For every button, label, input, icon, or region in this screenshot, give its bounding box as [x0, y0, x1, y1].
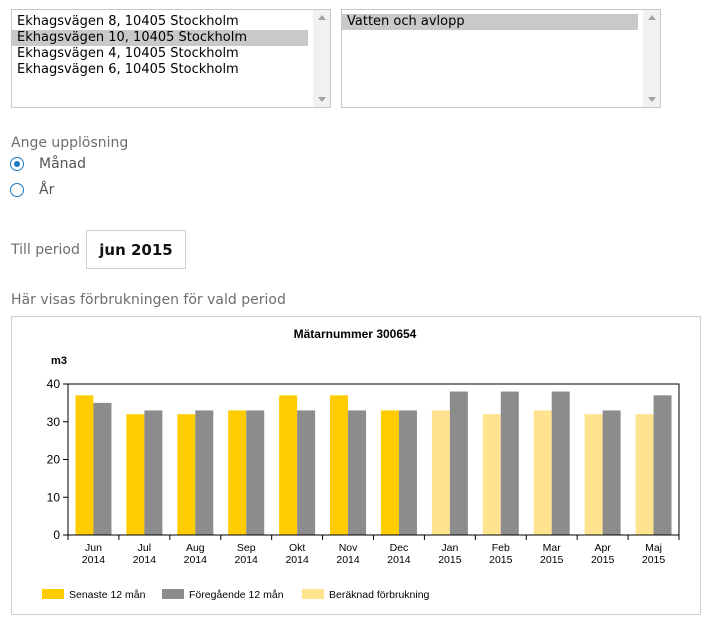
x-tick-label-year: 2015	[591, 554, 615, 566]
bar-latest	[330, 395, 349, 535]
resolution-label: Ange upplösning	[11, 135, 129, 151]
period-label: Till period	[11, 242, 80, 258]
address-option[interactable]: Ekhagsvägen 10, 10405 Stockholm	[12, 30, 308, 46]
y-tick-label: 40	[47, 377, 61, 391]
legend-label: Föregående 12 mån	[189, 589, 284, 601]
x-tick-label-year: 2015	[642, 554, 666, 566]
y-tick-label: 30	[47, 415, 61, 429]
chart-title: Mätarnummer 300654	[294, 327, 417, 341]
bar-previous	[144, 410, 163, 535]
bar-previous	[348, 410, 367, 535]
x-tick-label-month: Nov	[339, 542, 358, 554]
x-tick-label-year: 2015	[438, 554, 462, 566]
bar-previous	[195, 410, 214, 535]
bar-estimated	[482, 414, 501, 535]
scroll-down-icon[interactable]	[318, 97, 326, 102]
service-listbox[interactable]: Vatten och avlopp	[341, 9, 661, 108]
service-option[interactable]: Vatten och avlopp	[342, 14, 638, 30]
y-axis-label: m3	[51, 355, 67, 367]
address-option[interactable]: Ekhagsvägen 4, 10405 Stockholm	[17, 46, 239, 61]
chart-panel: Mätarnummer 300654 m3 0 10 20 30 40 Jun 2014 J…	[11, 316, 701, 615]
bar-estimated	[533, 410, 552, 535]
radio-month-label: Månad	[39, 156, 86, 172]
x-tick-label-year: 2014	[336, 554, 360, 566]
radio-month-button[interactable]	[10, 157, 24, 171]
x-tick-label-year: 2015	[489, 554, 513, 566]
service-scrollbar[interactable]	[643, 10, 660, 107]
bar-previous	[551, 391, 570, 535]
bar-previous	[653, 395, 672, 535]
bar-latest	[228, 410, 247, 535]
bar-latest	[177, 414, 196, 535]
y-tick-label: 0	[53, 528, 60, 542]
address-scrollbar[interactable]	[313, 10, 330, 107]
scroll-down-icon[interactable]	[648, 97, 656, 102]
x-tick-label-month: Jan	[441, 542, 458, 554]
bar-previous	[602, 410, 621, 535]
x-tick-label-year: 2014	[235, 554, 259, 566]
bar-previous	[297, 410, 316, 535]
radio-year[interactable]: År	[10, 182, 54, 198]
x-tick-label-year: 2015	[540, 554, 564, 566]
bar-previous	[500, 391, 519, 535]
scroll-up-icon[interactable]	[648, 15, 656, 20]
radio-year-label: År	[39, 182, 55, 198]
x-tick-label-month: Feb	[492, 542, 510, 554]
x-tick-label-month: Jul	[138, 542, 151, 554]
address-listbox[interactable]: Ekhagsvägen 8, 10405 Stockholm Ekhagsväge…	[11, 9, 331, 108]
radio-year-button[interactable]	[10, 183, 24, 197]
legend-swatch	[162, 589, 184, 599]
x-tick-label-year: 2014	[387, 554, 411, 566]
bar-latest	[75, 395, 94, 535]
x-tick-label-month: Dec	[390, 542, 409, 554]
bar-latest	[380, 410, 399, 535]
legend-swatch	[302, 589, 324, 599]
x-tick-label-year: 2014	[133, 554, 157, 566]
legend-swatch	[42, 589, 64, 599]
legend-label: Senaste 12 mån	[69, 589, 146, 601]
consumption-caption: Här visas förbrukningen för vald period	[11, 292, 286, 308]
x-tick-label-month: Mar	[543, 542, 562, 554]
x-tick-label-year: 2014	[285, 554, 309, 566]
address-option[interactable]: Ekhagsvägen 8, 10405 Stockholm	[17, 14, 239, 29]
bar-previous	[398, 410, 417, 535]
x-tick-label-year: 2014	[184, 554, 208, 566]
bar-previous	[246, 410, 265, 535]
legend-label: Beräknad förbrukning	[329, 589, 430, 601]
bar-previous	[93, 402, 112, 535]
x-tick-label-month: Sep	[237, 542, 256, 554]
bar-estimated	[635, 414, 654, 535]
bar-latest	[126, 414, 145, 535]
bar-estimated	[431, 410, 450, 535]
y-tick-label: 20	[47, 453, 61, 467]
radio-month[interactable]: Månad	[10, 156, 86, 172]
address-option[interactable]: Ekhagsvägen 6, 10405 Stockholm	[17, 62, 239, 77]
x-tick-label-month: Apr	[594, 542, 611, 554]
bar-previous	[449, 391, 468, 535]
period-field[interactable]: jun 2015	[86, 230, 186, 269]
x-tick-label-year: 2014	[82, 554, 106, 566]
x-tick-label-month: Aug	[186, 542, 205, 554]
y-tick-label: 10	[47, 490, 61, 504]
x-tick-label-month: Maj	[645, 542, 662, 554]
x-tick-label-month: Okt	[289, 542, 305, 554]
scroll-up-icon[interactable]	[318, 15, 326, 20]
bar-estimated	[584, 414, 603, 535]
x-tick-label-month: Jun	[85, 542, 102, 554]
bar-latest	[279, 395, 298, 535]
